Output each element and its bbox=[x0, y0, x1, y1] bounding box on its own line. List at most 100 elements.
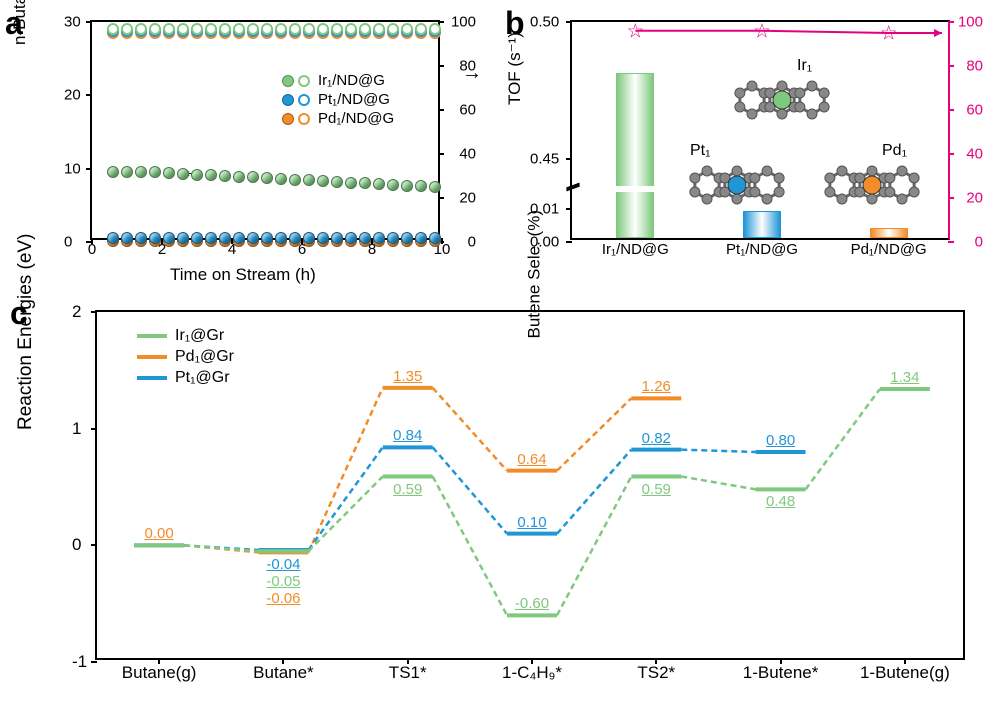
tick-yl-b: 0.45 bbox=[530, 150, 559, 167]
value-label-c: -0.05 bbox=[266, 573, 300, 590]
rate-marker-ir bbox=[121, 166, 133, 178]
rate-marker-ir bbox=[275, 173, 287, 185]
tick-yr: 80 bbox=[459, 58, 476, 75]
tick-yl-c: 2 bbox=[72, 302, 81, 322]
tick-yr: 40 bbox=[459, 146, 476, 163]
sele-marker-ir bbox=[303, 23, 315, 35]
rate-marker-pt bbox=[163, 232, 175, 244]
mol-label: Ir₁ bbox=[797, 57, 812, 75]
rate-marker-ir bbox=[289, 174, 301, 186]
rate-marker-ir bbox=[415, 180, 427, 192]
rate-marker-pt bbox=[219, 232, 231, 244]
sele-marker-ir bbox=[359, 23, 371, 35]
sele-marker-ir bbox=[317, 23, 329, 35]
tick-yr: 20 bbox=[459, 190, 476, 207]
value-label-c: -0.06 bbox=[266, 590, 300, 607]
legend-a-label: Pd₁/ND@G bbox=[318, 110, 394, 127]
rate-marker-ir bbox=[177, 168, 189, 180]
rate-marker-pt bbox=[387, 232, 399, 244]
tick-yr-b: 100 bbox=[958, 14, 983, 31]
rate-marker-ir bbox=[429, 181, 441, 193]
rate-marker-pt bbox=[135, 232, 147, 244]
panel-b: TOF (s⁻¹) Butene Sele. (%) 0.000.010.450… bbox=[500, 10, 1000, 280]
axis-c-yl: Reaction Energies (eV) bbox=[15, 234, 37, 430]
axis-a-x: Time on Stream (h) bbox=[170, 265, 316, 285]
rate-marker-pt bbox=[429, 232, 441, 244]
value-label-c: 0.10 bbox=[517, 514, 546, 531]
tick-yl: 0 bbox=[64, 234, 72, 251]
sele-marker-ir bbox=[331, 23, 343, 35]
legend-c-label: Pd₁@Gr bbox=[175, 348, 234, 366]
rate-marker-ir bbox=[401, 180, 413, 192]
value-label-c: 0.48 bbox=[766, 493, 795, 510]
tick-yr-b: 60 bbox=[966, 102, 983, 119]
rate-marker-ir bbox=[373, 178, 385, 190]
tick-yr: 0 bbox=[468, 234, 476, 251]
value-label-c: 0.59 bbox=[642, 481, 671, 498]
tick-yr: 100 bbox=[451, 14, 476, 31]
value-label-c: 0.00 bbox=[145, 525, 174, 542]
rate-marker-ir bbox=[107, 166, 119, 178]
sele-marker-ir bbox=[415, 23, 427, 35]
rate-marker-pt bbox=[359, 232, 371, 244]
rate-marker-ir bbox=[149, 166, 161, 178]
rate-marker-pt bbox=[261, 232, 273, 244]
sele-marker-ir bbox=[135, 23, 147, 35]
rate-marker-ir bbox=[219, 170, 231, 182]
tick-yl-b: 0.00 bbox=[530, 234, 559, 251]
sele-marker-ir bbox=[429, 23, 441, 35]
rate-marker-ir bbox=[303, 174, 315, 186]
rate-marker-pt bbox=[149, 232, 161, 244]
rate-marker-ir bbox=[317, 175, 329, 187]
rate-marker-pt bbox=[373, 232, 385, 244]
rate-marker-pt bbox=[401, 232, 413, 244]
sele-marker-ir bbox=[275, 23, 287, 35]
sele-marker-ir bbox=[177, 23, 189, 35]
tick-yl: 20 bbox=[64, 87, 81, 104]
rate-marker-pt bbox=[331, 232, 343, 244]
rate-marker-pt bbox=[121, 232, 133, 244]
tick-yr-b: 40 bbox=[966, 146, 983, 163]
rate-marker-pt bbox=[247, 232, 259, 244]
sele-marker-ir bbox=[345, 23, 357, 35]
sele-marker-ir bbox=[401, 23, 413, 35]
rate-marker-pt bbox=[107, 232, 119, 244]
rate-marker-ir bbox=[135, 166, 147, 178]
rate-marker-pt bbox=[303, 232, 315, 244]
panel-a: n-Butane Rate (mol/(g_Ir·h)) Butene Sele… bbox=[20, 10, 500, 280]
sele-marker-ir bbox=[163, 23, 175, 35]
sele-marker-ir bbox=[247, 23, 259, 35]
panel-c: Reaction Energies (eV) Ir₁@GrPd₁@GrPt₁@G… bbox=[20, 300, 985, 700]
cat-c: 1-Butene* bbox=[743, 663, 819, 683]
rate-marker-pt bbox=[191, 232, 203, 244]
legend-c: Ir₁@Gr Pd₁@Gr Pt₁@Gr bbox=[137, 327, 234, 390]
sele-marker-ir bbox=[289, 23, 301, 35]
rate-marker-pt bbox=[177, 232, 189, 244]
legend-a-label: Pt₁/ND@G bbox=[318, 91, 390, 108]
value-label-c: -0.04 bbox=[266, 556, 300, 573]
cat-c: TS2* bbox=[637, 663, 675, 683]
rate-marker-ir bbox=[261, 172, 273, 184]
tick-yr: 60 bbox=[459, 102, 476, 119]
cat-c: TS1* bbox=[389, 663, 427, 683]
rate-marker-ir bbox=[387, 179, 399, 191]
rate-marker-ir bbox=[331, 176, 343, 188]
legend-a-label: Ir₁/ND@G bbox=[318, 72, 385, 89]
mol-label: Pt₁ bbox=[690, 142, 711, 160]
legend-a: Ir₁/ND@G Pt₁/ND@G Pd₁/ND@G bbox=[282, 72, 394, 129]
sele-marker-ir bbox=[233, 23, 245, 35]
value-label-c: 1.34 bbox=[890, 369, 919, 386]
value-label-c: 0.59 bbox=[393, 481, 422, 498]
rate-marker-pt bbox=[275, 232, 287, 244]
cat-b: Pt₁/ND@G bbox=[726, 241, 798, 258]
value-label-c: 1.26 bbox=[642, 378, 671, 395]
rate-marker-pt bbox=[205, 232, 217, 244]
star-icon: ☆ bbox=[753, 18, 771, 43]
tick-yr-b: 20 bbox=[966, 190, 983, 207]
axis-a-yl: n-Butane Rate (mol/(g_Ir·h)) bbox=[10, 0, 30, 45]
sele-marker-ir bbox=[373, 23, 385, 35]
legend-c-label: Ir₁@Gr bbox=[175, 327, 224, 345]
tick-yl-b: 0.01 bbox=[530, 200, 559, 217]
legend-c-label: Pt₁@Gr bbox=[175, 369, 230, 387]
rate-marker-ir bbox=[233, 171, 245, 183]
